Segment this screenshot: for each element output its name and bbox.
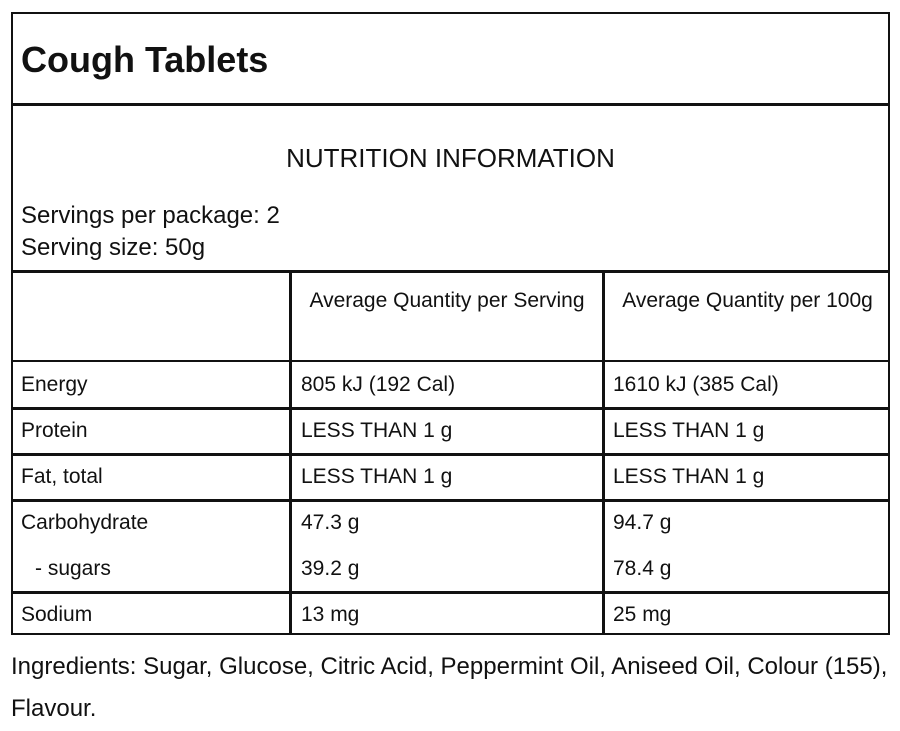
divider	[11, 360, 890, 362]
row-divider	[11, 407, 890, 410]
serving-size: Serving size: 50g	[21, 234, 206, 261]
title: Cough Tablets	[21, 39, 269, 80]
cell-value: 39.2 g	[301, 557, 360, 580]
row-label: Fat, total	[21, 465, 103, 488]
column-header: Average Quantity per Serving	[309, 289, 585, 312]
cell-value: LESS THAN 1 g	[301, 419, 453, 442]
row-label: Sodium	[21, 603, 93, 626]
row-divider	[11, 453, 890, 456]
cell-value: 13 mg	[301, 603, 360, 626]
row-divider	[11, 499, 890, 502]
row-divider	[11, 591, 890, 594]
column-header: Average Quantity per 100g	[622, 289, 873, 312]
cell-value: 25 mg	[613, 603, 672, 626]
ingredients: Ingredients: Sugar, Glucose, Citric Acid…	[11, 653, 888, 722]
cell-value: 94.7 g	[613, 511, 672, 534]
divider	[11, 270, 890, 273]
row-label: Energy	[21, 373, 88, 396]
row-label: - sugars	[35, 557, 111, 580]
cell-value: LESS THAN 1 g	[301, 465, 453, 488]
cell-value: LESS THAN 1 g	[613, 465, 765, 488]
cell-value: 805 kJ (192 Cal)	[301, 373, 456, 396]
cell-value: 47.3 g	[301, 511, 360, 534]
table-border	[11, 12, 890, 635]
divider	[11, 103, 890, 106]
panel-heading: NUTRITION INFORMATION	[286, 143, 615, 173]
cell-value: 1610 kJ (385 Cal)	[613, 373, 779, 396]
row-label: Protein	[21, 419, 88, 442]
servings-per-package: Servings per package: 2	[21, 202, 280, 229]
row-label: Carbohydrate	[21, 511, 149, 534]
cell-value: 78.4 g	[613, 557, 672, 580]
cell-value: LESS THAN 1 g	[613, 419, 765, 442]
